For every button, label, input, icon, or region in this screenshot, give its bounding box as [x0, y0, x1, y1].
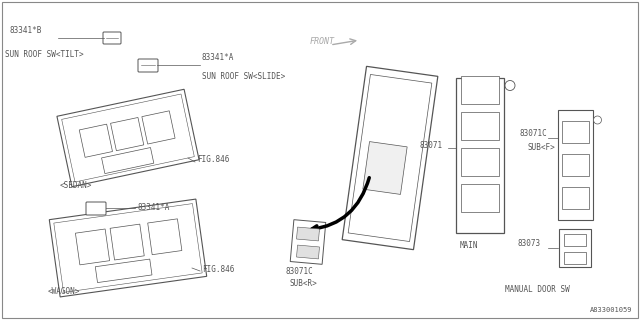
Text: 83341*B: 83341*B — [10, 26, 42, 35]
Bar — [102, 148, 154, 173]
FancyBboxPatch shape — [86, 202, 106, 215]
Text: 83071: 83071 — [420, 141, 443, 150]
Bar — [142, 111, 175, 144]
Bar — [95, 259, 152, 283]
Bar — [61, 94, 195, 182]
Bar — [564, 234, 586, 246]
Bar — [461, 148, 499, 175]
Bar — [348, 75, 432, 242]
Bar — [561, 187, 589, 209]
Text: FIG.846: FIG.846 — [202, 266, 234, 275]
Text: A833001059: A833001059 — [589, 307, 632, 313]
Bar — [57, 89, 199, 187]
Bar — [49, 199, 207, 297]
Bar — [461, 111, 499, 140]
Bar — [564, 252, 586, 264]
Bar — [461, 183, 499, 212]
Bar — [296, 227, 319, 241]
Bar — [290, 220, 326, 264]
Bar — [363, 141, 407, 195]
Text: <SEDAN>: <SEDAN> — [60, 180, 92, 189]
Bar — [296, 245, 319, 259]
Bar — [76, 229, 109, 265]
Bar — [148, 219, 182, 255]
Bar — [342, 66, 438, 250]
Text: SUB<F>: SUB<F> — [527, 142, 555, 151]
Text: SUN ROOF SW<TILT>: SUN ROOF SW<TILT> — [5, 50, 84, 59]
Text: 83341*A: 83341*A — [202, 53, 234, 62]
Text: 83073: 83073 — [518, 239, 541, 249]
Text: <WAGON>: <WAGON> — [48, 287, 81, 297]
Text: 83071C: 83071C — [285, 268, 313, 276]
Text: 83341*A: 83341*A — [137, 204, 170, 212]
Bar — [54, 204, 202, 292]
Text: SUB<R>: SUB<R> — [290, 278, 317, 287]
Circle shape — [505, 81, 515, 91]
Bar — [561, 121, 589, 143]
Bar — [110, 224, 144, 260]
Bar — [557, 110, 593, 220]
Text: FRONT: FRONT — [310, 37, 335, 46]
Bar — [559, 229, 591, 267]
Text: MANUAL DOOR SW: MANUAL DOOR SW — [505, 285, 570, 294]
Text: SUN ROOF SW<SLIDE>: SUN ROOF SW<SLIDE> — [202, 72, 285, 81]
Text: 83071C: 83071C — [520, 129, 548, 138]
Bar — [456, 77, 504, 233]
Bar — [111, 117, 144, 151]
Bar — [561, 154, 589, 176]
FancyBboxPatch shape — [103, 32, 121, 44]
FancyBboxPatch shape — [138, 59, 158, 72]
Text: FIG.846: FIG.846 — [197, 156, 229, 164]
Bar — [79, 124, 113, 157]
Text: MAIN: MAIN — [460, 241, 479, 250]
Circle shape — [593, 116, 602, 124]
Bar — [461, 76, 499, 103]
